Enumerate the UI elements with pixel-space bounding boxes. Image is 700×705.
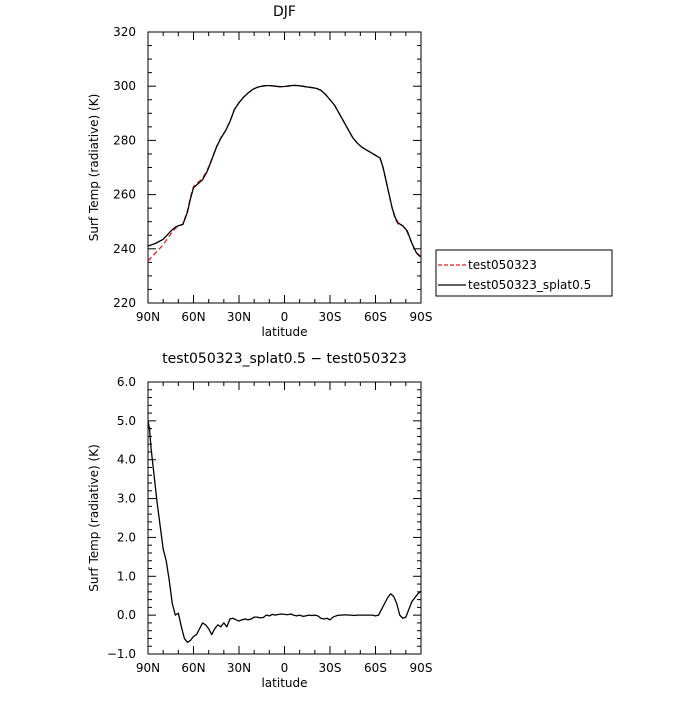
y-tick-label: 300 [113,79,136,93]
x-tick-label: 0 [281,310,289,324]
plot-frame [147,31,422,304]
y-axis-label: Surf Temp (radiative) (K) [87,444,101,592]
legend-label: test050323_splat0.5 [468,278,591,292]
y-tick-label: 3.0 [117,492,136,506]
x-tick-label: 30S [319,310,342,324]
legend-label: test050323 [468,258,537,272]
y-tick-label: 6.0 [117,375,136,389]
series-line-1 [147,84,422,262]
y-tick-label: 0.0 [117,608,136,622]
y-tick-label: 280 [113,133,136,147]
x-tick-label: 60S [364,310,387,324]
y-tick-label: 220 [113,296,136,310]
chart-title: DJF [273,4,296,20]
y-tick-label: 260 [113,188,136,202]
series-line-1 [147,420,422,643]
y-tick-label: 2.0 [117,530,136,544]
x-axis-label: latitude [261,676,307,690]
chart-title: test050323_splat0.5 − test050323 [162,351,407,367]
x-tick-label: 60S [364,661,387,675]
y-tick-label: 5.0 [117,414,136,428]
x-tick-label: 60N [181,661,205,675]
y-tick-label: 4.0 [117,453,136,467]
x-tick-label: 60N [181,310,205,324]
x-tick-label: 90S [410,310,433,324]
y-tick-label: −1.0 [107,647,136,661]
legend-box [435,249,613,297]
x-tick-label: 90N [136,661,160,675]
chart-panel-2: 90N 60N 30N 0 30S 60S 90S −1.0 0.0 1.0 2.0 3.0 4.0 5.… [87,351,432,690]
y-tick-label: 240 [113,242,136,256]
series-line-2 [147,84,422,258]
x-tick-label: 90N [136,310,160,324]
x-axis-label: latitude [261,325,307,339]
y-tick-label: 320 [113,25,136,39]
x-tick-label: 30N [227,661,251,675]
y-tick-label: 1.0 [117,569,136,583]
chart-panel-1: 90N 60N 30N 0 30S 60S 90S 220 240 260 280 300 320 DJF… [87,4,613,339]
x-tick-label: 30N [227,310,251,324]
x-tick-label: 0 [281,661,289,675]
legend: test050323 test050323_splat0.5 [435,249,613,297]
y-axis-label: Surf Temp (radiative) (K) [87,94,101,242]
x-tick-label: 90S [410,661,433,675]
x-tick-label: 30S [319,661,342,675]
